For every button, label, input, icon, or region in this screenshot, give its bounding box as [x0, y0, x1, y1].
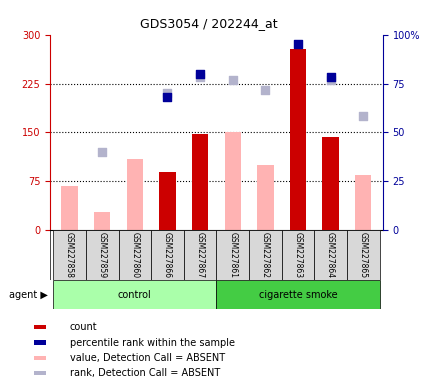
Text: GSM227864: GSM227864: [326, 232, 334, 278]
Bar: [34, 341, 46, 344]
Text: percentile rank within the sample: percentile rank within the sample: [69, 338, 234, 348]
Point: [99, 149, 105, 155]
Bar: [314, 230, 346, 280]
Text: rank, Detection Call = ABSENT: rank, Detection Call = ABSENT: [69, 368, 220, 378]
Text: GSM227859: GSM227859: [98, 232, 106, 278]
Bar: [61, 186, 78, 230]
Point: [229, 77, 236, 83]
Bar: [53, 230, 86, 280]
Point: [359, 113, 366, 119]
Text: control: control: [118, 290, 151, 300]
Text: GSM227862: GSM227862: [260, 232, 269, 278]
Bar: [346, 230, 379, 280]
Bar: [184, 230, 216, 280]
Text: GDS3054 / 202244_at: GDS3054 / 202244_at: [140, 17, 277, 30]
Bar: [118, 230, 151, 280]
Bar: [281, 230, 314, 280]
Point: [261, 87, 268, 93]
Text: GSM227867: GSM227867: [195, 232, 204, 278]
Bar: [249, 230, 281, 280]
Bar: [289, 49, 306, 230]
Bar: [34, 356, 46, 360]
Bar: [86, 230, 118, 280]
Text: GSM227863: GSM227863: [293, 232, 302, 278]
Bar: [256, 165, 273, 230]
Bar: [224, 132, 240, 230]
Text: GSM227861: GSM227861: [228, 232, 237, 278]
Point: [326, 74, 333, 80]
Text: agent ▶: agent ▶: [9, 290, 47, 300]
Text: GSM227866: GSM227866: [163, 232, 171, 278]
Bar: [216, 230, 249, 280]
Text: GSM227858: GSM227858: [65, 232, 74, 278]
Bar: [191, 134, 208, 230]
Bar: [151, 230, 184, 280]
Bar: [34, 325, 46, 329]
Bar: [322, 137, 338, 230]
Bar: [126, 159, 143, 230]
Bar: [159, 172, 175, 230]
Bar: [354, 175, 371, 230]
Point: [326, 77, 333, 83]
Text: cigarette smoke: cigarette smoke: [258, 290, 336, 300]
Point: [196, 74, 203, 80]
Text: value, Detection Call = ABSENT: value, Detection Call = ABSENT: [69, 353, 224, 363]
Bar: [34, 371, 46, 375]
Text: GSM227865: GSM227865: [358, 232, 367, 278]
Bar: [216, 280, 379, 309]
Bar: [53, 280, 216, 309]
Point: [294, 41, 301, 48]
Point: [164, 90, 171, 96]
Text: count: count: [69, 322, 97, 332]
Point: [196, 71, 203, 77]
Point: [164, 94, 171, 100]
Bar: [94, 212, 110, 230]
Text: GSM227860: GSM227860: [130, 232, 139, 278]
